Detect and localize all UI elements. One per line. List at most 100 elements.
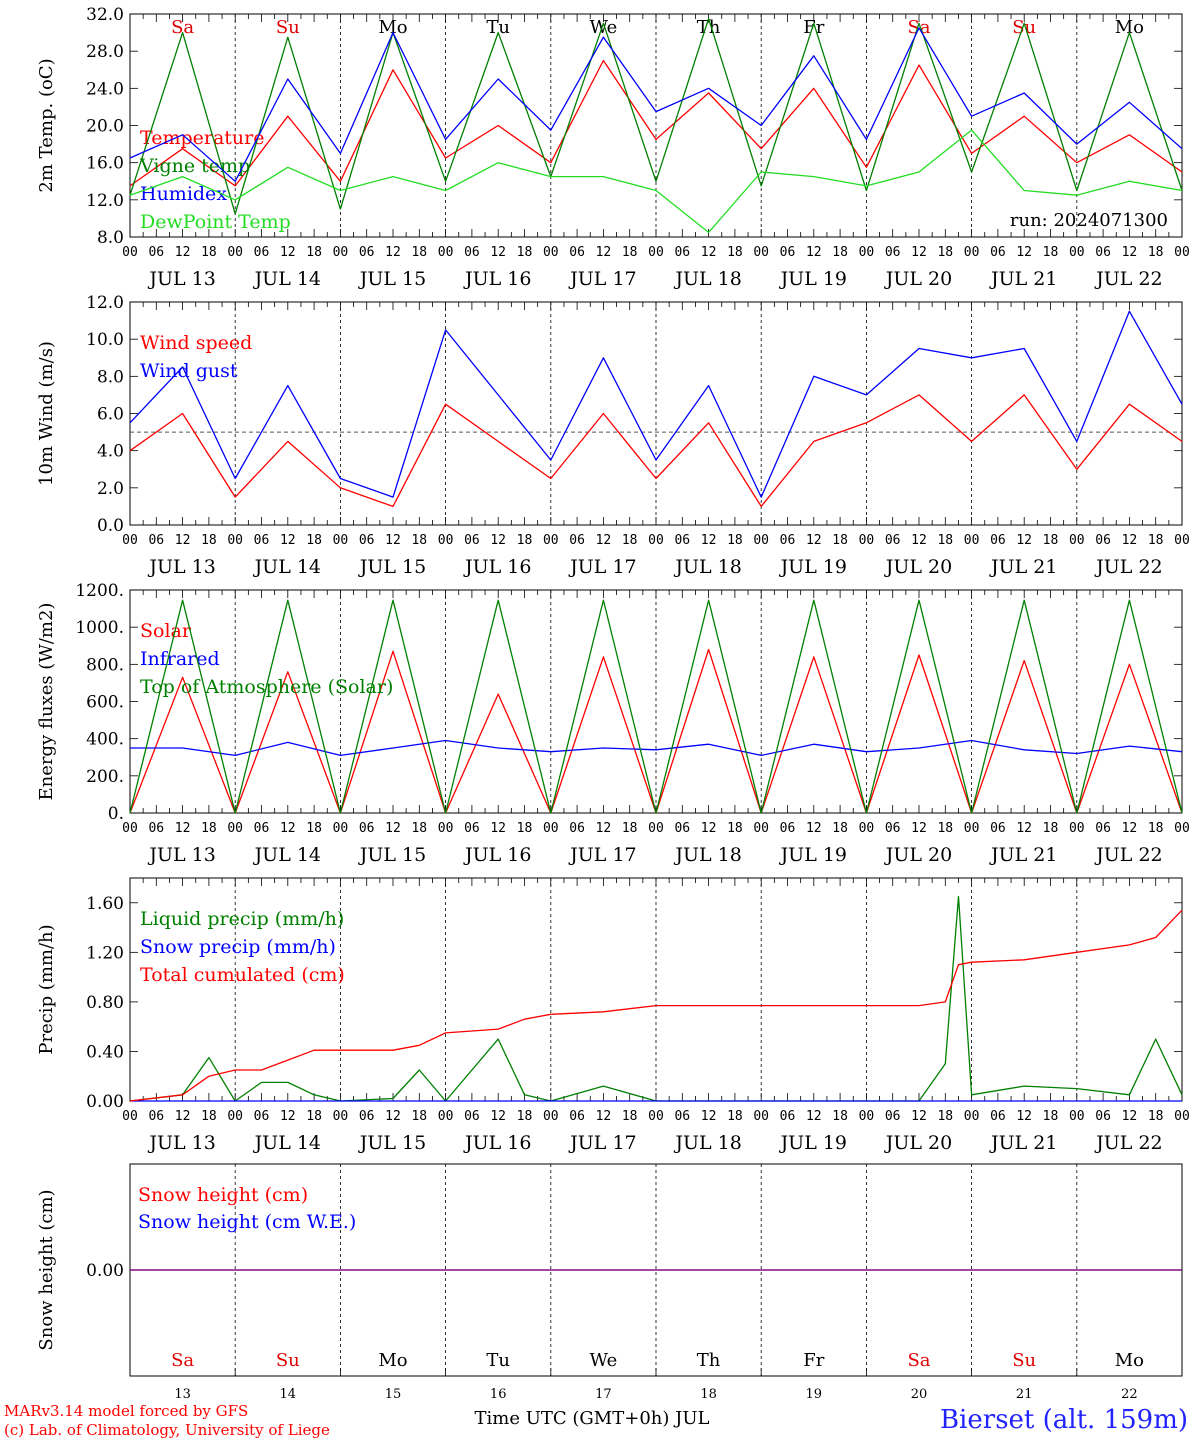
hour-tick-label: 12 <box>490 1109 506 1124</box>
hour-tick-label: 12 <box>806 821 822 836</box>
hour-tick-label: 00 <box>1069 821 1085 836</box>
hour-tick-label: 06 <box>780 821 796 836</box>
hour-tick-label: 06 <box>254 1109 270 1124</box>
y-tick-label: 24.0 <box>86 79 124 99</box>
hour-tick-label: 00 <box>1174 821 1190 836</box>
hour-tick-label: 00 <box>964 1109 980 1124</box>
y-tick-label: 400. <box>86 730 124 750</box>
hour-tick-label: 00 <box>753 245 769 260</box>
date-label: JUL 20 <box>884 1132 952 1154</box>
weekday-label: Su <box>1012 1350 1036 1371</box>
hour-tick-label: 00 <box>1174 245 1190 260</box>
y-axis-title: Snow height (cm) <box>36 1189 57 1350</box>
hour-tick-label: 00 <box>753 1109 769 1124</box>
weekday-label: Th <box>697 1350 721 1371</box>
date-label: JUL 13 <box>147 556 215 578</box>
series-line-temp-2 <box>129 27 1183 182</box>
hour-tick-label: 18 <box>832 533 848 548</box>
date-label: JUL 16 <box>463 556 531 578</box>
hour-tick-label: 00 <box>859 245 875 260</box>
hour-tick-label: 06 <box>148 533 164 548</box>
hour-tick-label: 06 <box>359 245 375 260</box>
hour-tick-label: 06 <box>148 821 164 836</box>
hour-tick-label: 18 <box>622 533 638 548</box>
panel-energy: 00 06 12 18 00 06 12 18 00 06 12 18 00 06 12 18 00 06 12 18… <box>36 581 1190 866</box>
hour-tick-label: 12 <box>596 245 612 260</box>
weekday-label: We <box>590 1350 618 1371</box>
hour-tick-label: 18 <box>727 821 743 836</box>
y-tick-label: 0.80 <box>86 993 124 1013</box>
credit-line-2: (c) Lab. of Climatology, University of L… <box>4 1421 330 1439</box>
hour-tick-label: 00 <box>543 533 559 548</box>
hour-tick-label: 18 <box>517 533 533 548</box>
y-axis-title: 2m Temp. (oC) <box>36 58 57 192</box>
hour-tick-label: 12 <box>1016 821 1032 836</box>
hour-tick-label: 12 <box>911 821 927 836</box>
hour-tick-label: 06 <box>885 1109 901 1124</box>
date-label: JUL 17 <box>568 1132 636 1154</box>
hour-tick-label: 06 <box>674 821 690 836</box>
hour-tick-label: 18 <box>306 533 322 548</box>
y-axis-title: Precip (mm/h) <box>36 924 57 1054</box>
hour-tick-label: 00 <box>122 821 138 836</box>
hour-tick-label: 00 <box>1069 533 1085 548</box>
panel-precip: 00 06 12 18 00 06 12 18 00 06 12 18 00 06 12 18 00 06 12 18… <box>36 877 1190 1154</box>
hour-tick-label: 00 <box>333 821 349 836</box>
y-tick-label: 0.40 <box>86 1042 124 1062</box>
hour-tick-label: 18 <box>517 245 533 260</box>
panel-frame <box>129 589 1183 814</box>
legend-entry: Top of Atmosphere (Solar) <box>140 676 393 698</box>
hour-tick-label: 18 <box>1148 821 1164 836</box>
hour-tick-label: 06 <box>569 245 585 260</box>
hour-tick-label: 00 <box>438 1109 454 1124</box>
hour-tick-label: 00 <box>122 533 138 548</box>
legend-entry: DewPoint Temp <box>140 211 291 233</box>
hour-tick-label: 12 <box>911 245 927 260</box>
day-number-label: 21 <box>1016 1387 1033 1402</box>
series-line-wind-0 <box>129 394 1183 508</box>
day-number-label: 22 <box>1121 1387 1138 1402</box>
hour-tick-label: 06 <box>1095 533 1111 548</box>
hour-tick-label: 00 <box>1174 533 1190 548</box>
hour-tick-label: 18 <box>517 1109 533 1124</box>
legend-entry: Wind speed <box>140 332 252 354</box>
hour-tick-label: 18 <box>411 533 427 548</box>
date-label: JUL 19 <box>779 844 847 866</box>
date-label: JUL 16 <box>463 268 531 290</box>
y-tick-label: 0.0 <box>97 516 124 536</box>
run-label: run: 2024071300 <box>1010 210 1168 231</box>
hour-tick-label: 00 <box>438 245 454 260</box>
hour-tick-label: 12 <box>911 1109 927 1124</box>
hour-tick-label: 06 <box>148 1109 164 1124</box>
hour-tick-label: 06 <box>885 245 901 260</box>
y-axis-title: Energy fluxes (W/m2) <box>36 603 57 801</box>
hour-tick-label: 06 <box>464 533 480 548</box>
hour-tick-label: 12 <box>701 533 717 548</box>
weekday-label: Tu <box>486 1350 510 1371</box>
series-line-wind-1 <box>129 310 1183 498</box>
hour-tick-label: 00 <box>543 245 559 260</box>
weekday-label: Su <box>276 1350 300 1371</box>
hour-tick-label: 00 <box>859 533 875 548</box>
station-name: Bierset (alt. 159m) <box>940 1405 1188 1435</box>
hour-tick-label: 06 <box>464 245 480 260</box>
hour-tick-label: 06 <box>990 533 1006 548</box>
hour-tick-label: 06 <box>1095 1109 1111 1124</box>
hour-tick-label: 00 <box>648 533 664 548</box>
day-number-label: 13 <box>174 1387 191 1402</box>
date-label: JUL 14 <box>253 844 321 866</box>
hour-tick-label: 00 <box>964 821 980 836</box>
x-axis-title: Time UTC (GMT+0h) JUL <box>475 1408 710 1429</box>
hour-tick-label: 18 <box>937 821 953 836</box>
hour-tick-label: 06 <box>885 533 901 548</box>
y-tick-label: 8.0 <box>97 228 124 248</box>
hour-tick-label: 18 <box>832 1109 848 1124</box>
date-label: JUL 16 <box>463 844 531 866</box>
date-label: JUL 22 <box>1094 268 1162 290</box>
hour-tick-label: 12 <box>490 245 506 260</box>
y-tick-label: 28.0 <box>86 42 124 62</box>
panel-frame <box>129 301 1183 526</box>
hour-tick-label: 00 <box>122 245 138 260</box>
hour-tick-label: 06 <box>1095 821 1111 836</box>
